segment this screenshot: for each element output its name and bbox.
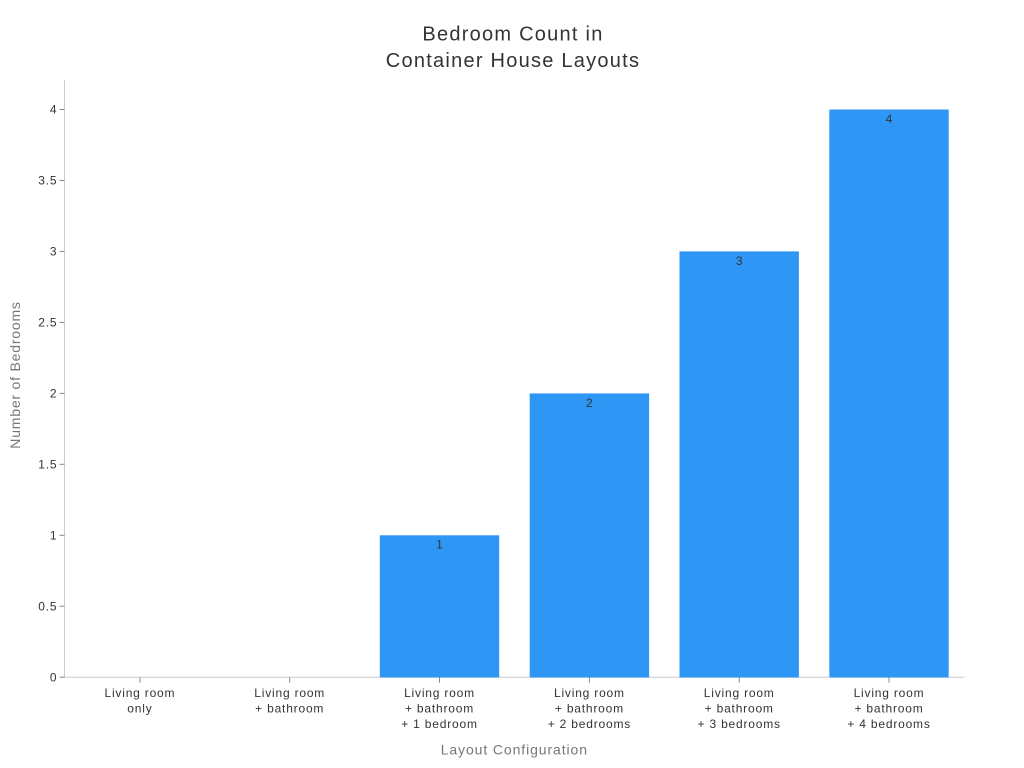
svg-text:+ bathroom: + bathroom [255, 701, 324, 715]
svg-text:+ bathroom: + bathroom [405, 701, 474, 715]
svg-text:+ bathroom: + bathroom [555, 701, 624, 715]
svg-text:Living room: Living room [704, 686, 775, 700]
svg-text:1: 1 [50, 529, 57, 543]
svg-text:0: 0 [50, 670, 57, 684]
svg-text:0.5: 0.5 [38, 599, 57, 613]
svg-text:Living room: Living room [254, 686, 325, 700]
svg-text:4: 4 [886, 112, 893, 126]
svg-text:3: 3 [50, 245, 57, 259]
svg-text:4: 4 [50, 103, 57, 117]
svg-text:Bedroom Count in: Bedroom Count in [422, 23, 603, 45]
svg-text:+ bathroom: + bathroom [705, 701, 774, 715]
svg-text:Layout Configuration: Layout Configuration [441, 742, 588, 758]
svg-text:Living room: Living room [554, 686, 625, 700]
svg-text:3.5: 3.5 [38, 174, 57, 188]
svg-text:+ 1 bedroom: + 1 bedroom [401, 717, 478, 731]
svg-text:2: 2 [586, 396, 593, 410]
svg-text:1: 1 [436, 538, 443, 552]
svg-text:3: 3 [736, 254, 743, 268]
svg-text:Living room: Living room [404, 686, 475, 700]
svg-text:+ 3 bedrooms: + 3 bedrooms [698, 717, 781, 731]
svg-text:+ bathroom: + bathroom [854, 701, 923, 715]
svg-text:Living room: Living room [104, 686, 175, 700]
svg-text:2: 2 [50, 387, 57, 401]
svg-text:+ 4 bedrooms: + 4 bedrooms [847, 717, 930, 731]
svg-text:Living room: Living room [854, 686, 925, 700]
svg-text:1.5: 1.5 [38, 458, 57, 472]
svg-text:only: only [127, 701, 152, 715]
svg-text:+ 2 bedrooms: + 2 bedrooms [548, 717, 631, 731]
svg-text:Number of Bedrooms: Number of Bedrooms [7, 301, 23, 448]
svg-text:Container House Layouts: Container House Layouts [386, 50, 640, 72]
svg-text:2.5: 2.5 [38, 316, 57, 330]
